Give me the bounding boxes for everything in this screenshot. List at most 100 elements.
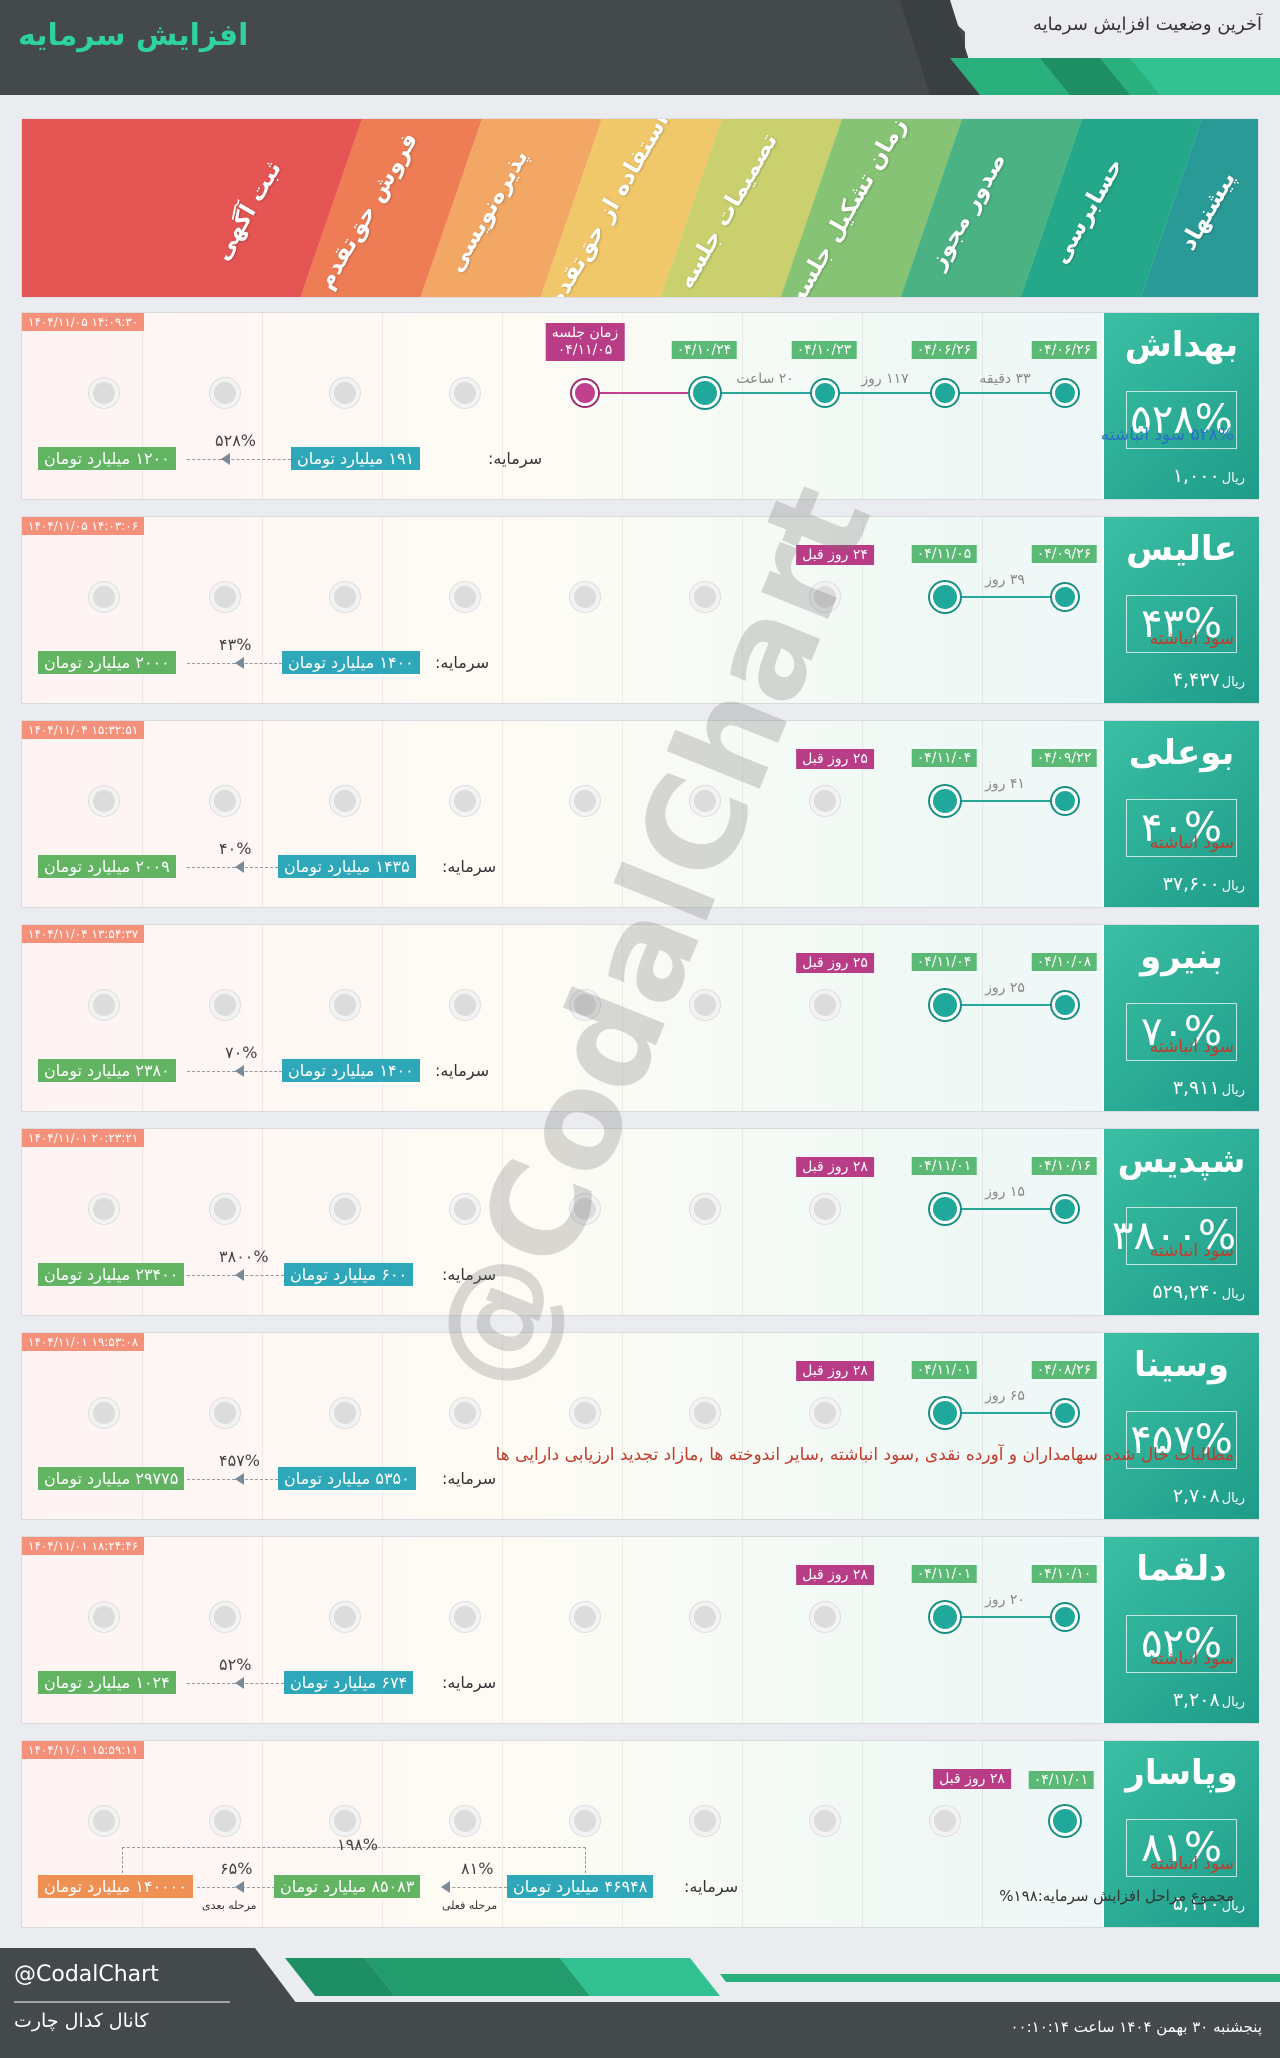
symbol-panel[interactable]: دلقما ۵۲% ریال۳,۲۰۸ <box>1104 1537 1259 1723</box>
symbol-panel[interactable]: شپدیس ۳۸۰۰% ریال۵۲۹,۲۴۰ <box>1104 1129 1259 1315</box>
symbol-panel[interactable]: عالیس ۴۳% ریال۴,۴۳۷ <box>1104 517 1259 703</box>
stage-divider <box>862 925 863 1111</box>
stage-dot-empty <box>450 1194 480 1224</box>
arrow-dash <box>187 1479 235 1480</box>
symbol-name[interactable]: عالیس <box>1126 529 1237 569</box>
stage-dot-empty <box>690 1194 720 1224</box>
stage-dot-done <box>690 378 720 408</box>
stage-divider <box>502 1537 503 1723</box>
price-value: ۴,۴۳۷ <box>1172 669 1220 691</box>
days-ago-badge: ۲۸ روز قبل <box>933 1769 1011 1789</box>
stage-dot-empty <box>450 582 480 612</box>
price-unit: ریال <box>1221 1899 1245 1914</box>
price-value: ۳۷,۶۰۰ <box>1162 873 1220 895</box>
increase-percent: ۵۲% <box>1126 1615 1237 1673</box>
capital-final: ۱۲۰۰ میلیارد تومان <box>38 447 176 470</box>
symbol-panel[interactable]: وپاسار ۸۱% ریال۵,۱۱۰ <box>1104 1741 1259 1927</box>
stage-divider <box>142 313 143 499</box>
stage-dot-empty <box>570 990 600 1020</box>
arrow-dash <box>235 663 282 664</box>
stage-dot-empty <box>570 1398 600 1428</box>
stage-divider <box>742 721 743 907</box>
stage-date: ۰۴/۰۸/۲۶ <box>1031 1361 1097 1379</box>
stage-dot-empty <box>330 378 360 408</box>
footer-channel-name: کانال کدال چارت <box>14 2010 149 2032</box>
symbol-panel[interactable]: وسینا ۴۵۷% ریال۲,۷۰۸ <box>1104 1333 1259 1519</box>
timestamp-badge: ۱۴۰۴/۱۱/۰۴ ۱۵:۳۲:۵۱ <box>22 721 145 739</box>
stage-dot-empty <box>690 990 720 1020</box>
stage-divider <box>742 517 743 703</box>
stage-date: ۰۴/۱۰/۲۴ <box>671 341 737 359</box>
increase-source: سود انباشته <box>1149 1037 1234 1057</box>
arrow-dash <box>187 1275 235 1276</box>
stage-dot-done <box>930 786 960 816</box>
stage-divider <box>862 517 863 703</box>
meeting-label: زمان جلسه <box>551 325 619 341</box>
stage-date: ۰۴/۱۰/۱۶ <box>1031 1157 1097 1175</box>
stage-dot-empty <box>89 378 119 408</box>
symbol-panel[interactable]: بنیرو ۷۰% ریال۳,۹۱۱ <box>1104 925 1259 1111</box>
stage-divider <box>742 313 743 499</box>
stage-duration: ۲۰ ساعت <box>736 371 794 387</box>
price-unit: ریال <box>1221 675 1245 690</box>
footer-handle[interactable]: @CodalChart <box>14 1962 159 1987</box>
meeting-dot <box>572 380 598 406</box>
symbol-panel[interactable]: بهداش ۵۲۸% ریال۱,۰۰۰ <box>1104 313 1259 499</box>
stage-dot-empty <box>450 1602 480 1632</box>
stock-row: بنیرو ۷۰% ریال۳,۹۱۱ ۱۴۰۴/۱۱/۰۴ ۱۳:۵۴:۳۷ ۰۴/۱… <box>21 924 1259 1112</box>
stage-divider <box>502 1741 503 1927</box>
stage-divider <box>382 925 383 1111</box>
stages-header: پیشنهاد حسابرسی صدور مجوز زمان تشکیل جلسه تص… <box>21 118 1259 298</box>
total-bracket-right <box>585 1847 586 1873</box>
stage-divider <box>982 1333 983 1519</box>
stock-row: عالیس ۴۳% ریال۴,۴۳۷ ۱۴۰۴/۱۱/۰۵ ۱۴:۰۳:۰۶ ۰۴/۰… <box>21 516 1259 704</box>
symbol-panel[interactable]: بوعلی ۴۰% ریال۳۷,۶۰۰ <box>1104 721 1259 907</box>
increase-percent: ۳۸۰۰% <box>1112 1207 1237 1265</box>
stage-band <box>900 119 1082 297</box>
stage-duration: ۲۰ روز <box>985 1592 1025 1608</box>
arrow-head <box>221 453 230 465</box>
stage-date: ۰۴/۱۰/۰۸ <box>1031 953 1097 971</box>
symbol-name[interactable]: بنیرو <box>1140 937 1223 977</box>
page-title: افزایش سرمایه <box>18 18 249 53</box>
symbol-name[interactable]: بهداش <box>1124 325 1239 365</box>
timeline-line <box>945 1616 1065 1618</box>
stage-divider <box>982 1741 983 1927</box>
increase-source: سود انباشته <box>1149 1241 1234 1261</box>
stage-dot-empty <box>450 1806 480 1836</box>
capital-label: سرمایه: <box>442 1265 497 1284</box>
arrow-dash <box>235 1479 278 1480</box>
symbol-name[interactable]: وسینا <box>1133 1345 1230 1385</box>
increase-source: ۵۲۸% سود انباشته <box>1100 425 1234 445</box>
stage-dot-done <box>930 582 960 612</box>
symbol-name[interactable]: شپدیس <box>1117 1141 1246 1181</box>
capital-final: ۱۰۲۴ میلیارد تومان <box>38 1671 176 1694</box>
stage-duration: ۳۹ روز <box>985 572 1025 588</box>
timestamp-badge: ۱۴۰۴/۱۱/۰۴ ۱۳:۵۴:۳۷ <box>22 925 145 943</box>
stage-dot-empty <box>89 990 119 1020</box>
price-unit: ریال <box>1221 1287 1245 1302</box>
stage-date: ۰۴/۱۱/۰۵ <box>911 545 977 563</box>
capital-final: ۲۰۰۰ میلیارد تومان <box>38 651 176 674</box>
days-ago-badge: ۲۵ روز قبل <box>796 953 874 973</box>
symbol-name[interactable]: وپاسار <box>1125 1753 1238 1793</box>
capital-label: سرمایه: <box>684 1877 739 1896</box>
stage-divider <box>382 517 383 703</box>
step-increase: ۳۸۰۰% <box>219 1247 269 1266</box>
stage-divider <box>262 721 263 907</box>
arrow-dash <box>187 663 235 664</box>
capital-current: ۶۷۴ میلیارد تومان <box>284 1671 414 1694</box>
price: ریال۵,۱۱۰ <box>1173 1893 1245 1915</box>
stage-divider <box>262 925 263 1111</box>
stage-divider <box>262 1333 263 1519</box>
price-value: ۲,۷۰۸ <box>1172 1485 1220 1507</box>
symbol-name[interactable]: بوعلی <box>1128 733 1235 773</box>
meeting-date-box: زمان جلسه ۰۴/۱۱/۰۵ <box>545 323 625 361</box>
stage-divider <box>382 721 383 907</box>
price: ریال۴,۴۳۷ <box>1173 669 1245 691</box>
stage-divider <box>262 1537 263 1723</box>
timeline-line <box>945 800 1065 802</box>
price-value: ۱,۰۰۰ <box>1172 465 1220 487</box>
stage-date: ۰۴/۱۰/۲۳ <box>791 341 857 359</box>
symbol-name[interactable]: دلقما <box>1136 1549 1227 1589</box>
